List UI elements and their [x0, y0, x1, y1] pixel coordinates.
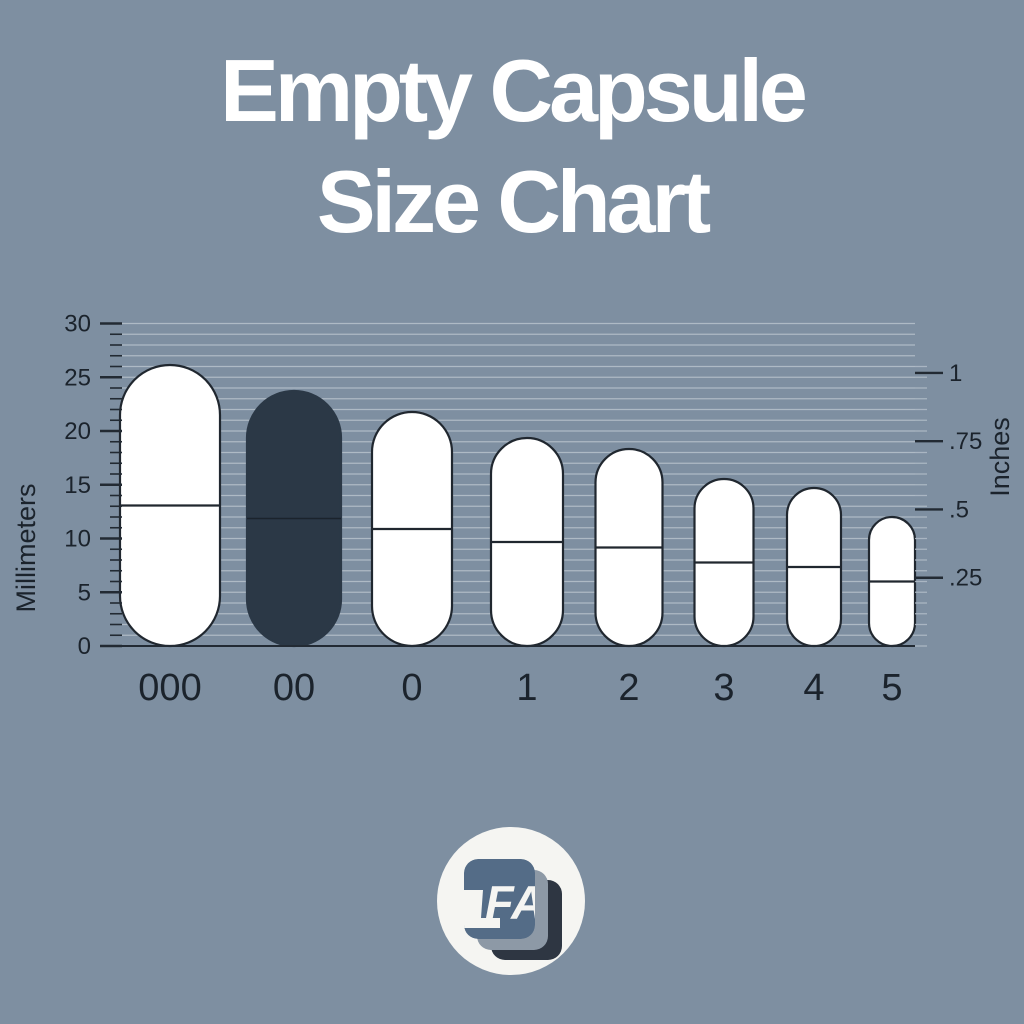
svg-text:.75: .75 [949, 428, 982, 455]
svg-text:.25: .25 [949, 565, 982, 592]
svg-text:4: 4 [803, 667, 824, 709]
svg-text:25: 25 [64, 364, 91, 391]
svg-text:2: 2 [618, 667, 639, 709]
svg-text:20: 20 [64, 418, 91, 445]
svg-text:15: 15 [64, 472, 91, 499]
svg-text:0: 0 [78, 633, 91, 660]
svg-text:Inches: Inches [985, 417, 1015, 497]
svg-text:000: 000 [138, 667, 201, 709]
svg-text:1: 1 [949, 360, 962, 387]
svg-text:1: 1 [516, 667, 537, 709]
svg-text:30: 30 [64, 311, 91, 338]
svg-text:00: 00 [273, 667, 315, 709]
svg-text:10: 10 [64, 526, 91, 553]
svg-text:5: 5 [78, 579, 91, 606]
svg-text:5: 5 [881, 667, 902, 709]
svg-text:3: 3 [713, 667, 734, 709]
svg-text:Millimeters: Millimeters [11, 483, 41, 612]
svg-text:0: 0 [401, 667, 422, 709]
svg-text:.5: .5 [949, 496, 969, 523]
